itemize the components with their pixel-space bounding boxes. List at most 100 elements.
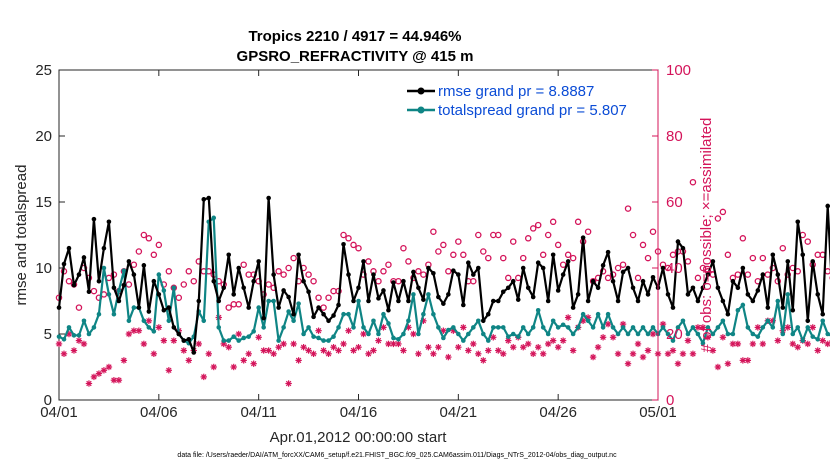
assimilated-stroke xyxy=(495,347,501,354)
x-axis-label: Apr.01,2012 00:00:00 start xyxy=(270,429,448,446)
assimilated-stroke xyxy=(395,341,402,347)
rmse-point xyxy=(710,259,716,264)
rmse-point xyxy=(251,278,256,284)
assimilated-stroke xyxy=(86,380,92,387)
possible-point xyxy=(529,225,537,232)
totalspread-point xyxy=(266,298,271,304)
assimilated-stroke xyxy=(715,364,721,370)
rmse-point xyxy=(785,259,791,264)
totalspread-point xyxy=(256,305,261,310)
rmse-point xyxy=(241,285,246,291)
rmse-point xyxy=(396,298,401,304)
assimilated-stroke xyxy=(111,377,117,383)
rmse-point xyxy=(211,278,217,284)
rmse-point xyxy=(745,292,751,297)
totalspread-point xyxy=(406,318,411,324)
assimilated-stroke xyxy=(116,377,122,383)
rmse-point xyxy=(386,307,391,313)
totalspread-point xyxy=(610,325,616,330)
totalspread-point xyxy=(146,325,152,330)
assimilated-stroke xyxy=(710,347,716,354)
possible-point xyxy=(280,271,287,278)
assimilated-point xyxy=(594,344,602,351)
assimilated-point xyxy=(245,350,252,357)
possible-point xyxy=(524,235,532,242)
assimilated-point xyxy=(614,350,622,357)
rmse-point xyxy=(126,259,132,264)
totalspread-point xyxy=(56,334,62,339)
rmse-point xyxy=(476,265,481,271)
totalspread-point xyxy=(590,325,596,330)
legend-rmse-label: rmse grand pr = 8.8887 xyxy=(438,83,594,100)
totalspread-point xyxy=(640,325,646,330)
rmse-point xyxy=(770,252,776,258)
rmse-point xyxy=(570,305,576,310)
rmse-point xyxy=(281,288,286,293)
assimilated-stroke xyxy=(680,351,686,357)
possible-point xyxy=(355,244,362,252)
legend: rmse grand pr = 8.8887 totalspread grand… xyxy=(402,79,657,121)
totalspread-point xyxy=(476,318,481,324)
totalspread-point xyxy=(795,325,801,330)
totalspread-point xyxy=(351,325,356,330)
possible-point xyxy=(285,264,292,272)
rmse-point xyxy=(595,285,601,291)
totalspread-point xyxy=(775,298,781,304)
possible-point xyxy=(315,294,322,301)
x-tick-label: 04/26 xyxy=(539,404,577,421)
rmse-point xyxy=(151,278,157,284)
rmse-point xyxy=(71,282,77,288)
assimilated-point xyxy=(60,350,68,357)
totalspread-point xyxy=(346,311,351,317)
totalspread-point xyxy=(575,325,581,330)
totalspread-point xyxy=(630,325,636,330)
totalspread-point xyxy=(121,268,127,273)
totalspread-point xyxy=(91,325,97,330)
possible-point xyxy=(365,258,372,265)
assimilated-stroke xyxy=(66,331,72,337)
totalspread-point xyxy=(316,335,321,341)
rmse-point xyxy=(176,331,182,337)
assimilated-stroke xyxy=(230,364,237,370)
rmse-point xyxy=(575,292,581,297)
totalspread-point xyxy=(485,338,491,343)
legend-spread-marker xyxy=(417,106,425,114)
possible-point xyxy=(624,205,632,212)
totalspread-point xyxy=(446,327,451,333)
x-tick-label: 04/16 xyxy=(340,404,378,421)
assimilated-stroke xyxy=(745,357,751,364)
possible-point xyxy=(155,241,163,249)
totalspread-point xyxy=(291,318,296,324)
assimilated-point xyxy=(295,357,302,364)
rmse-point xyxy=(81,255,87,260)
possible-point xyxy=(744,271,752,278)
assimilated-stroke xyxy=(310,351,317,357)
assimilated-stroke xyxy=(605,321,611,327)
assimilated-point xyxy=(380,324,387,331)
rmse-point xyxy=(106,219,112,225)
possible-point xyxy=(470,277,477,285)
totalspread-point xyxy=(600,325,606,330)
assimilated-point xyxy=(185,357,192,364)
possible-point xyxy=(180,281,188,288)
assimilated-stroke xyxy=(475,351,482,357)
rmse-point xyxy=(441,301,446,306)
rmse-point xyxy=(366,298,371,304)
x-axis-ticks: 04/01 04/06 04/11 04/16 04/21 04/26 05/01 xyxy=(40,70,677,421)
totalspread-point xyxy=(670,338,676,343)
y-axis-ticks: 0 5 10 15 20 25 xyxy=(35,62,65,409)
assimilated-point xyxy=(375,337,382,344)
possible-point xyxy=(539,251,547,259)
assimilated-point xyxy=(544,340,552,348)
rmse-point xyxy=(695,298,701,304)
totalspread-point xyxy=(106,292,112,297)
assimilated-stroke xyxy=(775,337,781,344)
possible-point xyxy=(475,231,482,239)
possible-point xyxy=(310,277,317,285)
assimilated-stroke xyxy=(725,360,731,367)
assimilated-point xyxy=(135,327,143,334)
rmse-point xyxy=(181,338,187,343)
totalspread-point xyxy=(715,325,721,330)
totalspread-point xyxy=(216,325,222,330)
possible-point xyxy=(480,248,487,255)
